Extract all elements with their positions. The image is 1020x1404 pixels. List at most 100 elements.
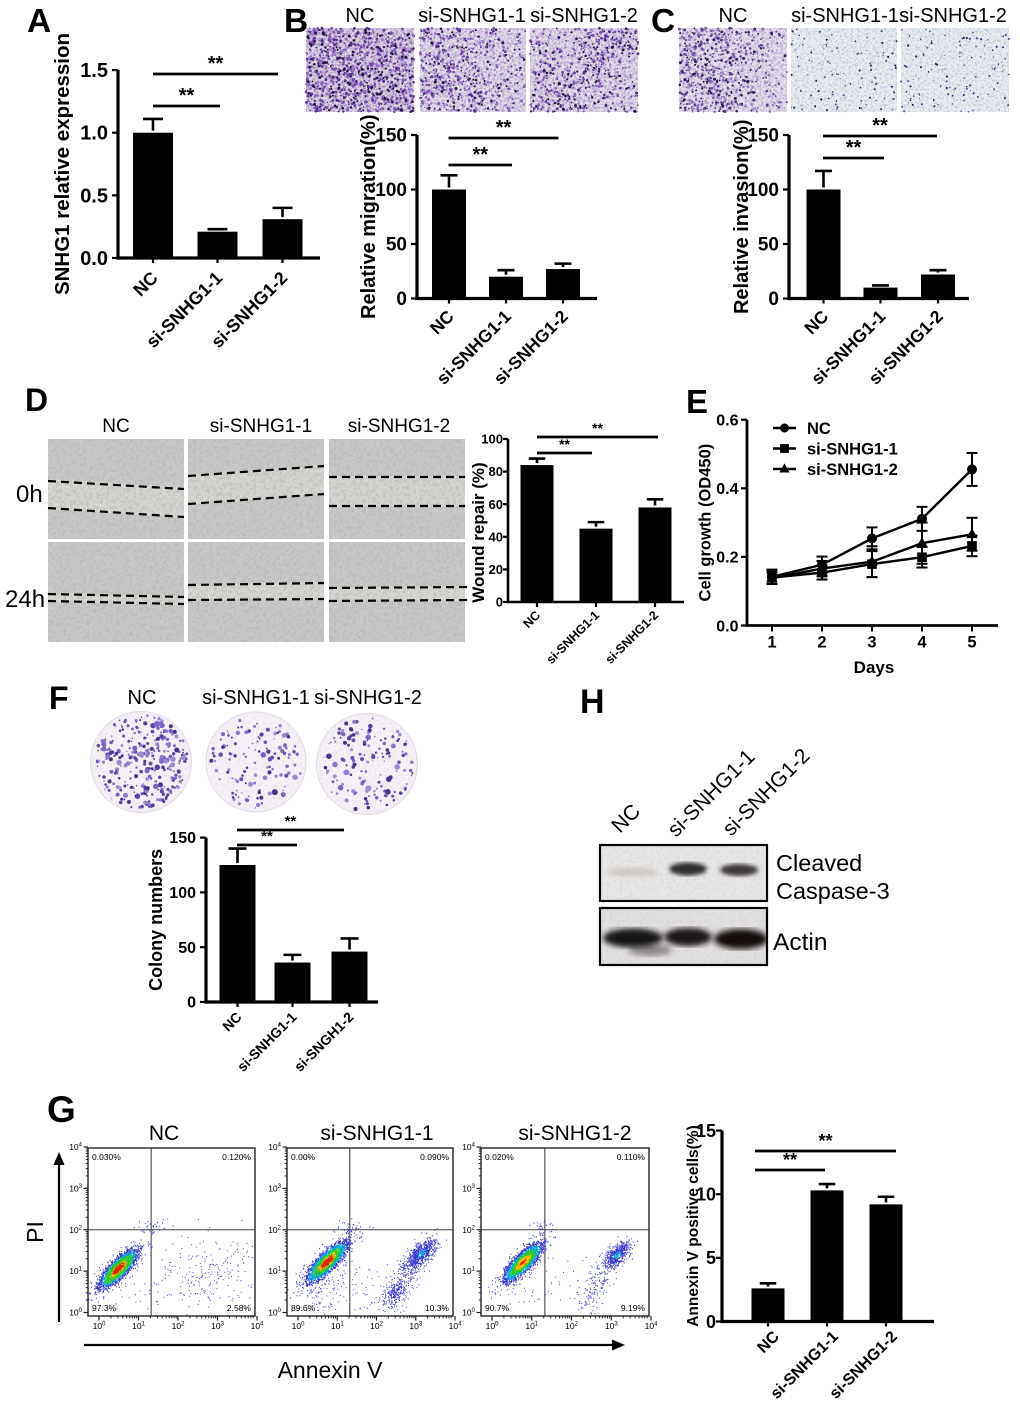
svg-text:0: 0	[396, 289, 407, 310]
svg-text:NC: NC	[346, 5, 375, 27]
svg-text:0.110%: 0.110%	[617, 1152, 646, 1162]
svg-text:3: 3	[867, 634, 876, 652]
svg-text:**: **	[285, 813, 297, 830]
svg-text:NC: NC	[128, 687, 157, 709]
svg-text:Relative invasion(%): Relative invasion(%)	[731, 119, 753, 314]
svg-text:104: 104	[449, 1321, 462, 1331]
svg-text:40: 40	[489, 529, 503, 544]
svg-text:50: 50	[386, 235, 407, 256]
svg-text:103: 103	[409, 1321, 422, 1331]
svg-text:0.0: 0.0	[716, 618, 738, 635]
svg-text:Caspase-3: Caspase-3	[776, 878, 890, 904]
svg-text:**: **	[559, 436, 570, 452]
svg-text:**: **	[783, 1150, 797, 1170]
svg-text:80: 80	[489, 464, 503, 479]
svg-text:60: 60	[489, 497, 503, 512]
svg-text:101: 101	[462, 1266, 475, 1276]
svg-text:90.7%: 90.7%	[485, 1303, 510, 1313]
svg-text:104: 104	[251, 1321, 264, 1331]
svg-text:Wound repair (%): Wound repair (%)	[469, 462, 488, 602]
svg-text:NC: NC	[719, 5, 748, 27]
svg-text:NC: NC	[149, 1122, 179, 1145]
svg-text:102: 102	[69, 1225, 82, 1235]
svg-text:si-SNHG1-1: si-SNHG1-1	[320, 1122, 433, 1145]
svg-text:100: 100	[69, 1308, 82, 1318]
svg-text:150: 150	[169, 830, 196, 847]
svg-text:0: 0	[706, 1312, 716, 1332]
svg-text:**: **	[818, 1131, 832, 1151]
svg-text:101: 101	[69, 1266, 82, 1276]
svg-text:104: 104	[268, 1142, 281, 1152]
svg-text:5: 5	[967, 634, 976, 652]
svg-text:102: 102	[565, 1321, 578, 1331]
svg-text:**: **	[472, 144, 488, 166]
svg-text:C: C	[651, 3, 675, 40]
svg-text:si-SNHG1-1: si-SNHG1-1	[202, 687, 310, 709]
svg-text:15: 15	[696, 1121, 716, 1141]
svg-text:0.5: 0.5	[80, 185, 108, 207]
svg-text:100: 100	[486, 1321, 499, 1331]
svg-text:Colony numbers: Colony numbers	[146, 849, 166, 991]
svg-text:si-SNHG1-2: si-SNHG1-2	[899, 5, 1007, 27]
svg-text:0.120%: 0.120%	[222, 1152, 251, 1162]
svg-text:100: 100	[268, 1308, 281, 1318]
svg-text:101: 101	[268, 1266, 281, 1276]
svg-text:**: **	[872, 115, 888, 137]
svg-text:0.00%: 0.00%	[291, 1152, 316, 1162]
svg-text:H: H	[580, 683, 605, 721]
svg-text:0.0: 0.0	[80, 248, 108, 270]
svg-text:101: 101	[331, 1321, 344, 1331]
svg-text:PI: PI	[22, 1221, 48, 1243]
svg-text:0h: 0h	[16, 481, 43, 508]
svg-text:si-SNHG1-1: si-SNHG1-1	[210, 416, 312, 437]
svg-text:2: 2	[817, 634, 826, 652]
svg-text:5: 5	[706, 1248, 716, 1268]
svg-text:si-SNHG1-2: si-SNHG1-2	[518, 1122, 631, 1145]
svg-text:1: 1	[767, 634, 776, 652]
svg-text:101: 101	[525, 1321, 538, 1331]
svg-text:100: 100	[169, 885, 196, 902]
svg-text:100: 100	[93, 1321, 106, 1331]
svg-text:104: 104	[69, 1142, 82, 1152]
svg-text:89.6%: 89.6%	[291, 1303, 316, 1313]
svg-text:103: 103	[69, 1183, 82, 1193]
svg-text:B: B	[284, 3, 308, 40]
svg-text:**: **	[496, 117, 512, 139]
svg-text:**: **	[261, 828, 273, 845]
svg-text:si-SNHG1-1: si-SNHG1-1	[791, 5, 899, 27]
svg-text:150: 150	[375, 126, 407, 147]
svg-text:0.2: 0.2	[716, 550, 738, 567]
svg-text:97.3%: 97.3%	[92, 1303, 117, 1313]
svg-text:Days: Days	[854, 658, 895, 677]
svg-text:100: 100	[747, 180, 779, 201]
svg-text:Annexin V: Annexin V	[278, 1357, 384, 1383]
svg-text:100: 100	[481, 432, 503, 447]
svg-text:NC: NC	[102, 416, 129, 437]
svg-text:150: 150	[747, 126, 779, 147]
svg-text:50: 50	[178, 940, 196, 957]
svg-text:NC: NC	[807, 420, 831, 438]
svg-text:0: 0	[768, 289, 779, 310]
svg-text:1.0: 1.0	[80, 123, 108, 145]
svg-text:102: 102	[462, 1225, 475, 1235]
svg-text:SNHG1 relative expression: SNHG1 relative expression	[51, 33, 74, 295]
svg-text:si-SNHG1-2: si-SNHG1-2	[807, 461, 898, 479]
svg-text:E: E	[686, 383, 708, 420]
svg-text:si-SNHG1-1: si-SNHG1-1	[418, 5, 526, 27]
svg-text:0.4: 0.4	[716, 481, 738, 498]
svg-text:103: 103	[605, 1321, 618, 1331]
svg-text:0: 0	[187, 995, 196, 1012]
svg-text:A: A	[27, 3, 51, 40]
svg-text:50: 50	[758, 235, 779, 256]
svg-text:100: 100	[462, 1308, 475, 1318]
svg-text:10.3%: 10.3%	[425, 1303, 450, 1313]
svg-text:24h: 24h	[5, 586, 45, 613]
svg-text:0.020%: 0.020%	[485, 1152, 514, 1162]
svg-text:Annexin V positive cells(%): Annexin V positive cells(%)	[685, 1125, 702, 1327]
svg-text:102: 102	[268, 1225, 281, 1235]
svg-text:101: 101	[132, 1321, 145, 1331]
svg-text:10: 10	[696, 1185, 716, 1205]
svg-text:0.090%: 0.090%	[420, 1152, 449, 1162]
svg-text:0: 0	[496, 595, 503, 610]
svg-text:100: 100	[292, 1321, 305, 1331]
